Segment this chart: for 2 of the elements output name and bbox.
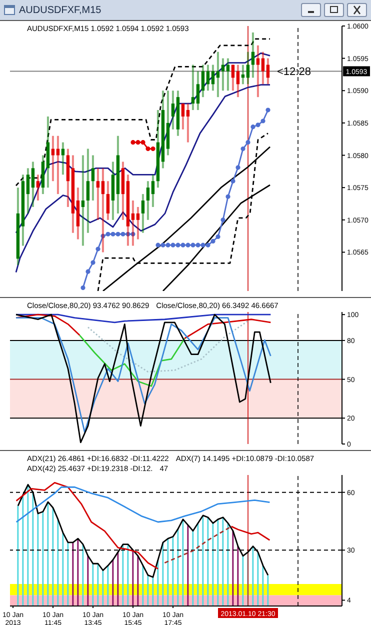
chart-title: AUDUSDFXF,M15 <box>19 4 102 16</box>
annotation: <12:28 <box>277 66 311 78</box>
